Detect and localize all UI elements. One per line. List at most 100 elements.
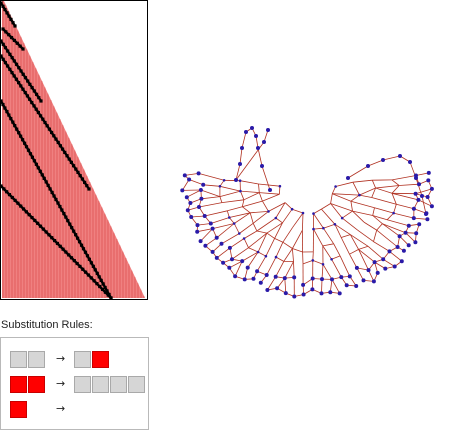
graph-edge	[341, 234, 351, 238]
graph-node	[292, 294, 297, 299]
graph-edge	[334, 224, 342, 238]
graph-node	[282, 276, 287, 281]
graph-edge	[367, 159, 384, 167]
evolution-marker	[79, 243, 84, 247]
graph-edge	[352, 182, 360, 196]
graph-node	[310, 287, 315, 292]
graph-node	[406, 223, 411, 228]
rule-2-rhs	[74, 376, 146, 393]
evolution-marker	[19, 69, 23, 73]
graph-edge	[205, 237, 217, 247]
evolution-marker	[72, 164, 76, 168]
graph-edge	[331, 255, 341, 260]
graph-edge	[229, 238, 245, 249]
graph-node	[232, 222, 236, 225]
graph-edge	[393, 212, 414, 219]
graph-node	[401, 248, 406, 253]
graph-edge	[413, 208, 427, 214]
evolution-marker	[27, 213, 31, 217]
evolution-marker	[85, 254, 90, 258]
evolution-marker	[63, 150, 67, 155]
graph-edge	[210, 217, 230, 224]
graph-node	[334, 185, 337, 188]
evolution-marker	[14, 62, 19, 66]
graph-node	[244, 130, 248, 134]
evolution-marker	[48, 187, 52, 191]
graph-edge	[372, 207, 375, 216]
graph-edge	[330, 193, 333, 204]
graph-edge	[331, 259, 342, 278]
evolution-marker	[103, 285, 107, 290]
graph-node	[330, 277, 334, 282]
graph-node	[208, 221, 213, 226]
evolution-marker	[100, 287, 105, 291]
evolution-marker	[32, 159, 36, 163]
graph-edge	[229, 260, 243, 269]
graph-node	[201, 182, 206, 187]
graph-edge	[235, 163, 241, 181]
graph-edge	[312, 251, 314, 261]
graph-edge	[204, 210, 228, 217]
graph-edge	[188, 179, 204, 186]
graph-node	[366, 164, 370, 168]
graph-edge	[227, 206, 243, 212]
evolution-marker	[28, 152, 33, 156]
graph-edge	[292, 212, 304, 228]
evolution-marker	[109, 296, 113, 300]
evolution-marker	[58, 144, 62, 148]
evolution-marker	[12, 38, 17, 43]
evolution-marker	[76, 170, 80, 174]
evolution-marker	[54, 197, 58, 202]
graph-edge	[374, 207, 394, 214]
graph-edge	[231, 247, 249, 260]
graph-node	[218, 185, 222, 188]
graph-edge	[240, 180, 259, 185]
evolution-marker	[33, 218, 37, 223]
graph-edge	[247, 251, 259, 268]
graph-edge	[302, 260, 313, 265]
graph-edge	[386, 219, 409, 227]
evolution-marker	[1, 27, 5, 31]
graph-edge	[275, 242, 284, 258]
graph-node	[214, 255, 219, 260]
graph-edge	[252, 211, 269, 224]
graph-edge	[386, 212, 394, 221]
graph-panel	[178, 118, 438, 308]
evolution-marker	[7, 14, 11, 18]
graph-edge	[229, 212, 251, 218]
evolution-marker	[44, 180, 48, 184]
evolution-marker	[54, 137, 58, 141]
evolution-marker	[46, 183, 50, 188]
evolution-marker	[21, 72, 25, 76]
graph-node	[188, 201, 193, 205]
evolution-marker	[16, 201, 20, 205]
graph-edge	[350, 200, 375, 209]
graph-node	[414, 231, 419, 236]
evolution-marker	[15, 41, 19, 45]
graph-node	[189, 215, 194, 219]
graph-edge	[329, 279, 333, 293]
evolution-marker	[62, 211, 66, 216]
evolution-marker	[25, 94, 29, 98]
evolution-marker	[50, 236, 54, 240]
graph-node	[381, 257, 386, 262]
graph-node	[420, 194, 424, 198]
evolution-marker	[61, 147, 65, 151]
graph-edge	[334, 223, 351, 235]
graph-node	[411, 216, 416, 221]
evolution-marker	[44, 230, 48, 234]
graph-node	[238, 162, 242, 166]
graph-edge	[191, 215, 205, 218]
graph-edge	[332, 193, 352, 202]
evolution-marker	[1, 102, 5, 107]
graph-node	[256, 250, 260, 254]
graph-node	[258, 280, 263, 285]
graph-edge	[349, 249, 359, 255]
gray-cell	[28, 351, 45, 368]
evolution-marker	[60, 208, 64, 212]
graph-edge	[352, 210, 373, 216]
evolution-marker	[13, 24, 17, 28]
evolution-marker	[2, 187, 6, 191]
graph-edge	[322, 264, 333, 280]
evolution-marker	[39, 114, 43, 118]
